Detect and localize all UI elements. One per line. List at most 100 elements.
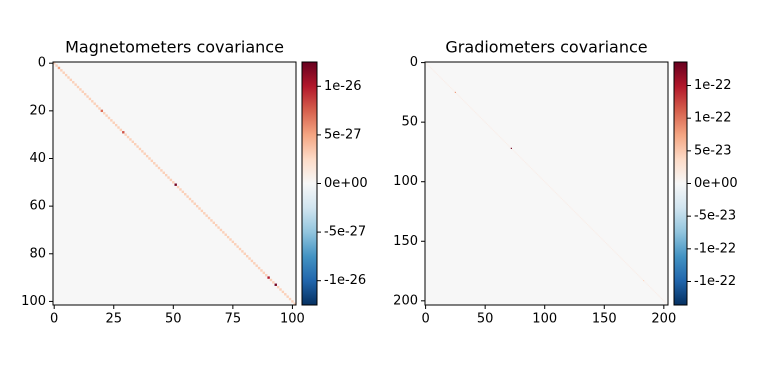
diagonal-cell [639, 276, 641, 278]
diagonal-cell [447, 84, 449, 86]
diagonal-cell [609, 246, 611, 248]
diagonal-cell [464, 101, 466, 103]
diagonal-peak [267, 276, 270, 279]
diagonal-cell [490, 127, 492, 129]
diagonal-cell [657, 294, 659, 296]
diagonal-cell [191, 200, 194, 203]
diagonal-cell [95, 104, 99, 108]
diagonal-cell [238, 247, 242, 251]
diagonal-cell [508, 145, 510, 147]
diagonal-cell [184, 193, 187, 196]
diagonal-cell [248, 257, 251, 260]
diagonal-cell [648, 285, 651, 288]
colorbar-tick-label: 0e+00 [324, 176, 368, 191]
diagonal-cell [653, 290, 655, 292]
diagonal-cell [588, 225, 590, 227]
diagonal-cell [105, 114, 108, 117]
diagonal-cell [587, 224, 589, 226]
diagonal-cell [598, 235, 601, 238]
diagonal-cell [224, 233, 227, 236]
diagonal-cell [150, 159, 154, 163]
y-tick-label: 200 [393, 293, 418, 308]
diagonal-cell [503, 140, 505, 142]
diagonal-cell [635, 272, 638, 275]
diagonal-cell [589, 226, 591, 228]
diagonal-cell [110, 119, 113, 122]
diagonal-cell [260, 269, 263, 272]
diagonal-cell [498, 135, 501, 138]
diagonal-cell [615, 252, 617, 254]
diagonal-cell [188, 197, 192, 201]
diagonal-cell [93, 102, 96, 105]
diagonal-cell [650, 287, 652, 289]
y-tick-label: 100 [21, 294, 46, 309]
y-tick-label: 150 [393, 234, 418, 249]
diagonal-cell [573, 210, 576, 213]
diagonal-cell [229, 238, 232, 241]
diagonal-cell [458, 95, 460, 97]
diagonal-cell [666, 303, 668, 305]
diagonal-cell [284, 293, 287, 296]
diagonal-cell [444, 81, 446, 83]
diagonal-cell [600, 237, 602, 239]
diagonal-cell [517, 154, 520, 157]
diagonal-cell [136, 145, 139, 148]
diagonal-cell [478, 115, 480, 117]
diagonal-cell [565, 202, 567, 204]
diagonal-cell [265, 274, 268, 277]
diagonal-cell [131, 140, 134, 143]
axes-frame [52, 61, 297, 306]
diagonal-cell [186, 195, 189, 198]
diagonal-cell [584, 221, 586, 223]
colorbar [673, 61, 688, 306]
diagonal-cell [83, 92, 87, 96]
diagonal-cell [516, 153, 518, 155]
colorbar-tick-label: -1e-22 [694, 274, 736, 289]
diagonal-cell [272, 281, 275, 284]
diagonal-cell [509, 146, 511, 148]
y-tick-label: 40 [29, 151, 46, 166]
diagonal-cell [632, 269, 634, 271]
diagonal-cell [446, 83, 448, 85]
diagonal-peak [57, 66, 61, 70]
y-tick-label: 20 [29, 103, 46, 118]
diagonal-cell [245, 254, 249, 258]
diagonal-cell [539, 176, 541, 178]
diagonal-cell [79, 88, 82, 91]
diagonal-cell [613, 250, 615, 252]
diagonal-cell [231, 240, 235, 244]
colorbar-tick-label: -1e-26 [324, 273, 366, 288]
diagonal-cell [489, 126, 491, 128]
diagonal-cell [529, 166, 532, 169]
diagonal-cell [577, 214, 579, 216]
diagonal-cell [546, 183, 548, 185]
diagonal-cell [491, 128, 493, 130]
diagonal-cell [67, 76, 70, 79]
diagonal-cell [466, 103, 468, 105]
diagonal-cell [91, 100, 94, 103]
diagonal-cell [485, 122, 487, 124]
diagonal-cell [616, 253, 618, 255]
diagonal-cell [651, 288, 653, 290]
diagonal-cell [452, 89, 454, 91]
diagonal-cell [160, 169, 163, 172]
diagonal-cell [198, 207, 201, 210]
y-tick-label: 60 [29, 199, 46, 214]
diagonal-cell [640, 277, 642, 279]
colorbar-tick-label: 1e-26 [324, 79, 362, 94]
diagonal-cell [634, 271, 636, 273]
diagonal-cell [564, 201, 566, 203]
diagonal-cell [64, 73, 68, 77]
diagonal-cell [545, 182, 547, 184]
diagonal-cell [241, 250, 244, 253]
diagonal-cell [612, 249, 614, 251]
colorbar-tick-label: -1e-22 [694, 241, 736, 256]
diagonal-cell [98, 107, 101, 110]
diagonal-cell [169, 178, 173, 182]
diagonal-cell [647, 284, 649, 286]
diagonal-cell [179, 188, 182, 191]
diagonal-cell [141, 150, 144, 153]
diagonal-cell [513, 150, 515, 152]
diagonal-cell [569, 206, 571, 208]
